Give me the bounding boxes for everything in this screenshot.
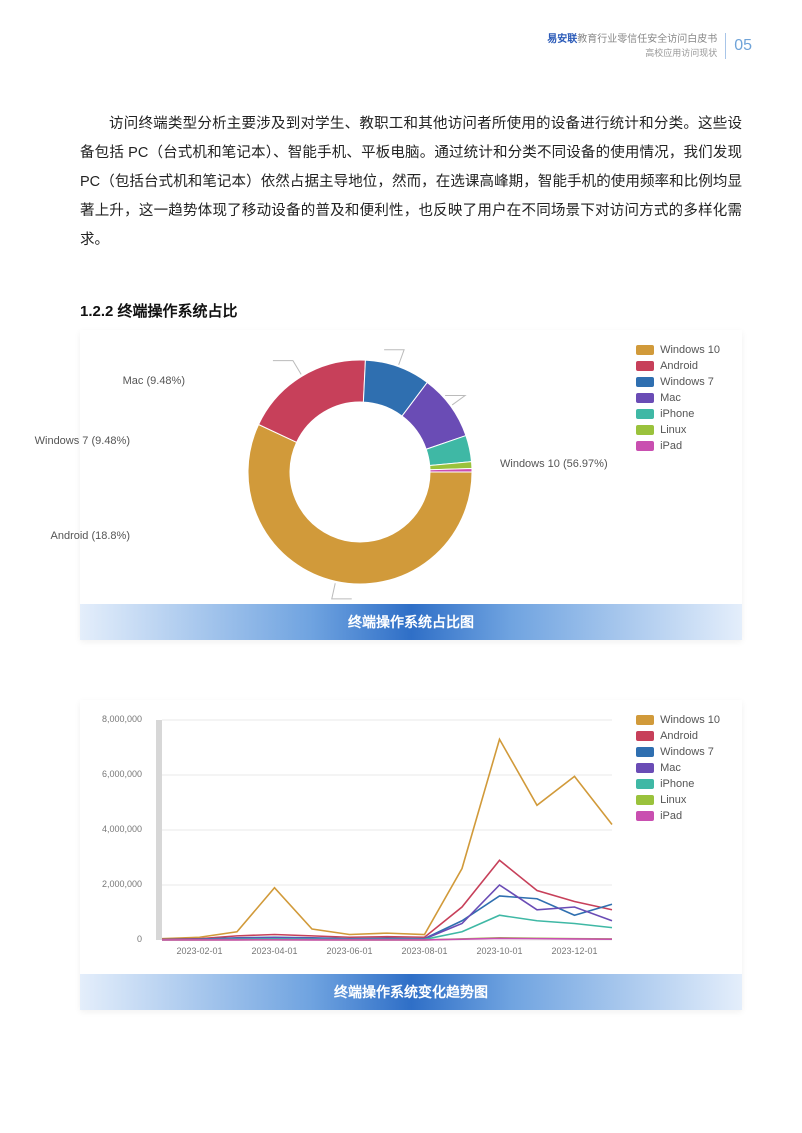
- legend-swatch: [636, 795, 654, 805]
- donut-chart-inner: Windows 10 (56.97%)Android (18.8%)Window…: [80, 330, 742, 604]
- y-tick-label: 2,000,000: [92, 879, 142, 889]
- donut-leader: [384, 350, 404, 365]
- header-brand: 易安联: [547, 34, 577, 45]
- donut-leader: [332, 583, 352, 599]
- donut-slice: [259, 360, 366, 442]
- legend-item: Windows 7: [636, 376, 720, 388]
- donut-slice-label: Windows 7 (9.48%): [10, 435, 130, 447]
- legend-label: Mac: [660, 762, 681, 774]
- legend-swatch: [636, 747, 654, 757]
- donut-slice-label: Mac (9.48%): [65, 375, 185, 387]
- header-subtitle: 高校应用访问现状: [547, 47, 717, 61]
- legend-item: Linux: [636, 424, 720, 436]
- legend-label: Windows 10: [660, 344, 720, 356]
- donut-chart-container: Windows 10 (56.97%)Android (18.8%)Window…: [80, 330, 742, 640]
- legend-label: Android: [660, 730, 698, 742]
- legend-label: Android: [660, 360, 698, 372]
- legend-label: iPad: [660, 440, 682, 452]
- body-paragraph: 访问终端类型分析主要涉及到对学生、教职工和其他访问者所使用的设备进行统计和分类。…: [80, 110, 742, 255]
- line-legend: Windows 10 Android Windows 7 Mac iPhone Linux…: [636, 714, 720, 826]
- page-number: 05: [734, 34, 752, 58]
- x-tick-label: 2023-04-01: [251, 946, 297, 956]
- legend-label: Windows 10: [660, 714, 720, 726]
- legend-swatch: [636, 409, 654, 419]
- line-chart-inner: 0 2,000,000 4,000,000 6,000,000 8,000,000 20…: [80, 700, 742, 974]
- legend-item: Mac: [636, 392, 720, 404]
- legend-item: Android: [636, 360, 720, 372]
- legend-label: Windows 7: [660, 746, 714, 758]
- y-tick-label: 8,000,000: [92, 714, 142, 724]
- legend-swatch: [636, 779, 654, 789]
- donut-chart: [230, 342, 490, 602]
- legend-label: Mac: [660, 392, 681, 404]
- donut-slice-label: Android (18.8%): [10, 530, 130, 542]
- x-tick-label: 2023-12-01: [551, 946, 597, 956]
- legend-swatch: [636, 811, 654, 821]
- x-tick-label: 2023-02-01: [176, 946, 222, 956]
- legend-swatch: [636, 715, 654, 725]
- legend-item: Windows 10: [636, 714, 720, 726]
- legend-item: iPad: [636, 810, 720, 822]
- legend-label: iPhone: [660, 408, 694, 420]
- legend-item: iPad: [636, 440, 720, 452]
- line-caption: 终端操作系统变化趋势图: [80, 974, 742, 1010]
- legend-item: Windows 7: [636, 746, 720, 758]
- line-series: [162, 860, 612, 939]
- header-text: 易安联教育行业零信任安全访问白皮书 高校应用访问现状: [547, 32, 717, 61]
- donut-caption: 终端操作系统占比图: [80, 604, 742, 640]
- header-title-rest: 教育行业零信任安全访问白皮书: [577, 34, 717, 45]
- x-tick-label: 2023-10-01: [476, 946, 522, 956]
- legend-swatch: [636, 377, 654, 387]
- legend-item: Windows 10: [636, 344, 720, 356]
- x-tick-label: 2023-06-01: [326, 946, 372, 956]
- page-header: 易安联教育行业零信任安全访问白皮书 高校应用访问现状 05: [547, 32, 752, 61]
- legend-label: iPhone: [660, 778, 694, 790]
- legend-item: iPhone: [636, 408, 720, 420]
- legend-label: Windows 7: [660, 376, 714, 388]
- donut-leader: [273, 361, 301, 375]
- line-chart-container: 0 2,000,000 4,000,000 6,000,000 8,000,000 20…: [80, 700, 742, 1010]
- legend-label: Linux: [660, 794, 686, 806]
- donut-legend: Windows 10 Android Windows 7 Mac iPhone Linux…: [636, 344, 720, 456]
- legend-item: iPhone: [636, 778, 720, 790]
- donut-slice-label: Windows 10 (56.97%): [500, 458, 608, 470]
- legend-label: Linux: [660, 424, 686, 436]
- legend-swatch: [636, 425, 654, 435]
- x-tick-label: 2023-08-01: [401, 946, 447, 956]
- legend-item: Mac: [636, 762, 720, 774]
- legend-swatch: [636, 393, 654, 403]
- header-divider: [725, 33, 726, 59]
- legend-label: iPad: [660, 810, 682, 822]
- legend-swatch: [636, 361, 654, 371]
- section-heading: 1.2.2 终端操作系统占比: [80, 300, 238, 321]
- y-tick-label: 6,000,000: [92, 769, 142, 779]
- legend-swatch: [636, 731, 654, 741]
- y-tick-label: 0: [92, 934, 142, 944]
- legend-item: Android: [636, 730, 720, 742]
- legend-item: Linux: [636, 794, 720, 806]
- legend-swatch: [636, 763, 654, 773]
- legend-swatch: [636, 441, 654, 451]
- legend-swatch: [636, 345, 654, 355]
- header-title-line: 易安联教育行业零信任安全访问白皮书: [547, 32, 717, 47]
- line-chart: [90, 708, 730, 968]
- y-tick-label: 4,000,000: [92, 824, 142, 834]
